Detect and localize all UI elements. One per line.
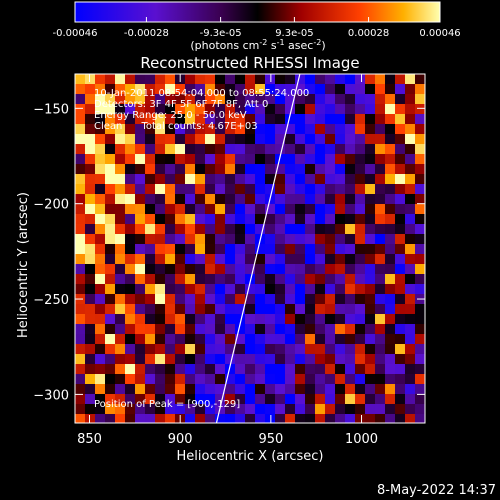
colorbar-tick-labels: -0.00046 -0.00028 -9.3e-05 9.3e-05 0.00028 0.… <box>53 28 461 39</box>
x-tick-label: 900 <box>168 432 193 447</box>
colorbar-tick-label: -0.00046 <box>53 28 98 39</box>
colorbar-tick-label: -9.3e-05 <box>200 28 242 39</box>
heatmap-image <box>75 74 425 423</box>
colorbar <box>74 1 441 23</box>
annotation-detectors: Detectors: 3F 4F 5F 6F 7F 8F, Att 0 <box>94 99 268 110</box>
colorbar-tick-label: 9.3e-05 <box>275 28 313 39</box>
y-axis-label: Heliocentric Y (arcsec) <box>16 192 31 338</box>
y-tick-label: −300 <box>33 388 69 403</box>
y-tick-label: −250 <box>33 293 69 308</box>
y-tick-label: −150 <box>33 102 69 117</box>
annotation-time-range: 10-Jan-2011 08:54:04.000 to 08:55:24.000 <box>94 88 309 99</box>
x-axis-label: Heliocentric X (arcsec) <box>177 449 324 464</box>
annotation-counts: Clean Total counts: 4.67E+03 <box>94 121 258 132</box>
solar-limb-line <box>215 74 301 423</box>
plot-timestamp: 8-May-2022 14:37 <box>377 483 496 498</box>
y-tick-label: −200 <box>33 198 69 213</box>
colorbar-unit-label: (photons cm-2 s-1 asec-2) <box>190 38 325 52</box>
colorbar-tick-label: 0.00046 <box>419 28 460 39</box>
colorbar-tick-label: -0.00028 <box>124 28 169 39</box>
colorbar-ticks <box>74 17 441 22</box>
x-tick-label: 850 <box>77 432 102 447</box>
peak-position-label: Position of Peak = [900,-129] <box>94 399 240 410</box>
observation-annotations: 10-Jan-2011 08:54:04.000 to 08:55:24.000… <box>94 88 309 132</box>
plot-frame <box>74 73 426 424</box>
x-tick-label: 950 <box>258 432 283 447</box>
annotation-energy-range: Energy Range: 25.0 - 50.0 keV <box>94 110 247 121</box>
colorbar-tick-label: 0.00028 <box>348 28 389 39</box>
x-tick-label: 1000 <box>345 432 378 447</box>
chart-title: Reconstructed RHESSI Image <box>140 54 359 72</box>
plot-axes: 850 900 950 1000 −150 −200 −250 −300 <box>33 74 425 447</box>
